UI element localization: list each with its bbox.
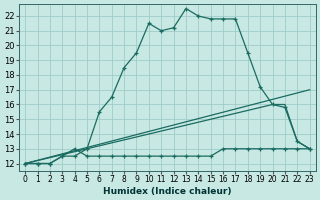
X-axis label: Humidex (Indice chaleur): Humidex (Indice chaleur) [103, 187, 232, 196]
